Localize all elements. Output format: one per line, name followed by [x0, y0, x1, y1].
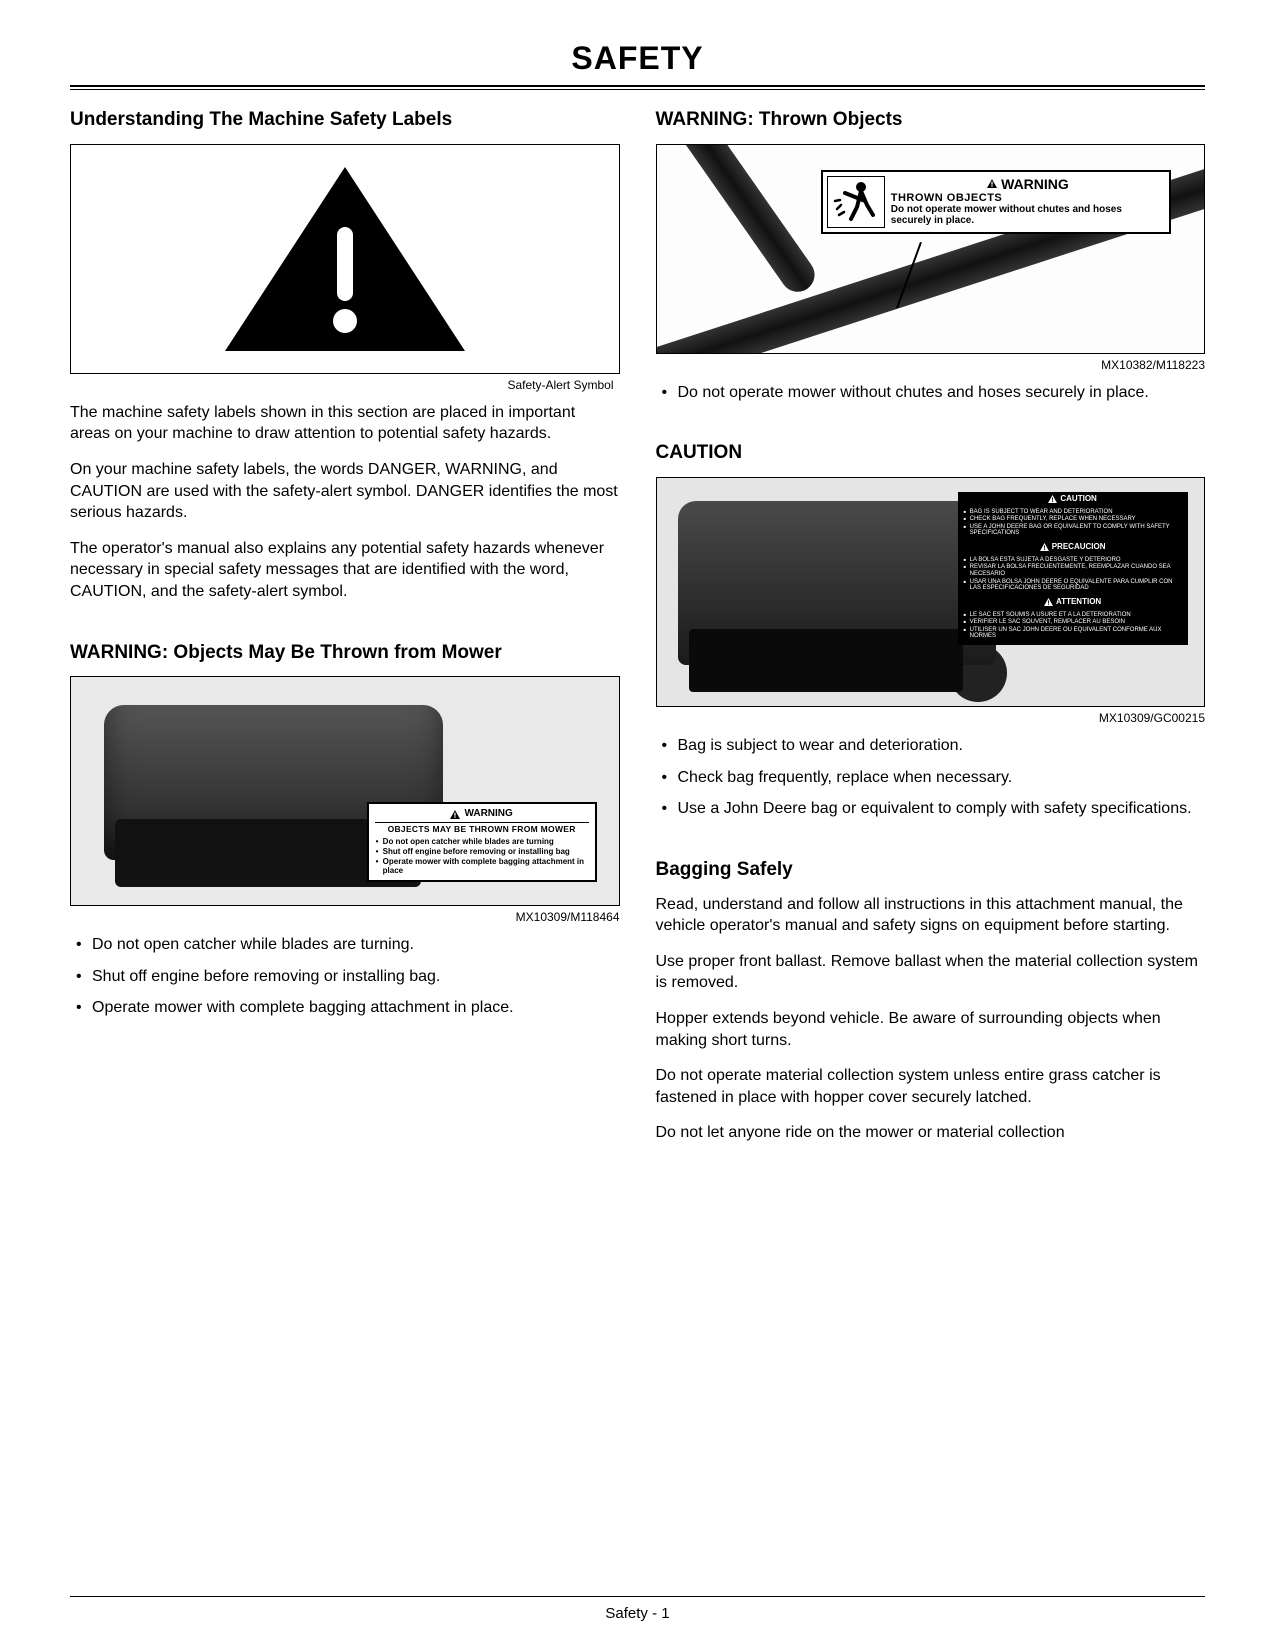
warning-header-3: WARNING	[1001, 176, 1069, 192]
content-columns: Understanding The Machine Safety Labels …	[70, 108, 1205, 1158]
tri-en-2: CHECK BAG FREQUENTLY, REPLACE WHEN NECES…	[964, 516, 1182, 523]
tri-fr-1: LE SAC EST SOUMIS A USURE ET A LA DETERI…	[964, 612, 1182, 619]
figure-caution-bag: CAUTION BAG IS SUBJECT TO WEAR AND DETER…	[656, 477, 1206, 707]
bullet-check-bag: Check bag frequently, replace when neces…	[656, 767, 1206, 789]
caution-hdr-es: PRECAUCION	[1052, 543, 1106, 552]
tri-es-3: USAR UNA BOLSA JOHN DEERE O EQUIVALENTE …	[964, 579, 1182, 592]
caution-triangle-icon	[1048, 495, 1057, 503]
tri-es-2: REVISAR LA BOLSA FRECUENTEMENTE, REEMPLA…	[964, 564, 1182, 577]
bullet-chutes-hoses: Do not operate mower without chutes and …	[656, 382, 1206, 404]
caution-hdr-en: CAUTION	[1060, 495, 1096, 504]
caution-triangle-icon	[1044, 598, 1053, 606]
heading-caution: CAUTION	[656, 441, 1206, 465]
tri-es-1: LA BOLSA ESTA SUJETA A DESGASTE Y DETERI…	[964, 557, 1182, 564]
page-title: SAFETY	[70, 40, 1205, 77]
warning-triangle-icon	[987, 179, 997, 188]
heading-objects-thrown-mower: WARNING: Objects May Be Thrown from Mowe…	[70, 641, 620, 665]
person-struck-icon	[831, 179, 881, 225]
page-footer: Safety - 1	[70, 1596, 1205, 1622]
figure-thrown-objects: WARNING THROWN OBJECTS Do not operate mo…	[656, 144, 1206, 354]
warning-triangle-icon	[450, 810, 460, 819]
figure-safety-alert-symbol	[70, 144, 620, 374]
warning-label-thrown-objects: WARNING THROWN OBJECTS Do not operate mo…	[821, 170, 1171, 234]
caution-triangle-icon	[1040, 543, 1049, 551]
text-operators-manual: The operator's manual also explains any …	[70, 538, 620, 603]
bullets-caution-bag: Bag is subject to wear and deterioration…	[656, 735, 1206, 820]
bullets-objects-thrown: Do not open catcher while blades are tur…	[70, 934, 620, 1019]
handle-upper	[667, 144, 820, 299]
text-grass-catcher-fastened: Do not operate material collection syste…	[656, 1065, 1206, 1108]
text-labels-intro: The machine safety labels shown in this …	[70, 402, 620, 445]
bagger-skirt-2	[689, 629, 963, 693]
label-bullet-1: Do not open catcher while blades are tur…	[375, 837, 589, 846]
right-column: WARNING: Thrown Objects WARNING	[656, 108, 1206, 1158]
caption-safety-alert: Safety-Alert Symbol	[70, 378, 620, 392]
bullets-thrown-objects: Do not operate mower without chutes and …	[656, 382, 1206, 404]
warning-label-objects-thrown: WARNING OBJECTS MAY BE THROWN FROM MOWER…	[367, 802, 597, 882]
warning-title-text: OBJECTS MAY BE THROWN FROM MOWER	[375, 825, 589, 835]
warning-title-3: THROWN OBJECTS	[891, 192, 1165, 204]
footer-rule	[70, 1596, 1205, 1597]
figure-objects-thrown: WARNING OBJECTS MAY BE THROWN FROM MOWER…	[70, 676, 620, 906]
text-danger-warning-caution: On your machine safety labels, the words…	[70, 459, 620, 524]
caption-thrown-objects: MX10382/M118223	[656, 358, 1206, 372]
caption-objects-thrown: MX10309/M118464	[70, 910, 620, 924]
tri-en-3: USE A JOHN DEERE BAG OR EQUIVALENT TO CO…	[964, 524, 1182, 537]
text-read-instructions: Read, understand and follow all instruct…	[656, 894, 1206, 937]
thrown-objects-pictogram	[827, 176, 885, 228]
text-hopper-extends: Hopper extends beyond vehicle. Be aware …	[656, 1008, 1206, 1051]
trilingual-caution-label: CAUTION BAG IS SUBJECT TO WEAR AND DETER…	[958, 492, 1188, 645]
heading-thrown-objects: WARNING: Thrown Objects	[656, 108, 1206, 132]
heading-understanding-labels: Understanding The Machine Safety Labels	[70, 108, 620, 132]
text-front-ballast: Use proper front ballast. Remove ballast…	[656, 951, 1206, 994]
footer-page-number: Safety - 1	[70, 1605, 1205, 1622]
caution-hdr-fr: ATTENTION	[1056, 598, 1101, 607]
bullet-catcher-blades: Do not open catcher while blades are tur…	[70, 934, 620, 956]
heading-bagging-safely: Bagging Safely	[656, 858, 1206, 882]
label-bullet-2: Shut off engine before removing or insta…	[375, 847, 589, 856]
tri-en-1: BAG IS SUBJECT TO WEAR AND DETERIORATION	[964, 509, 1182, 516]
warning-header-text: WARNING	[464, 808, 512, 820]
bullet-shut-off-engine: Shut off engine before removing or insta…	[70, 966, 620, 988]
tri-fr-3: UTILISER UN SAC JOHN DEERE OU EQUIVALENT…	[964, 627, 1182, 640]
caption-caution-bag: MX10309/GC00215	[656, 711, 1206, 725]
warning-body-3: Do not operate mower without chutes and …	[891, 204, 1165, 227]
left-column: Understanding The Machine Safety Labels …	[70, 108, 620, 1158]
bullet-complete-attachment: Operate mower with complete bagging atta…	[70, 997, 620, 1019]
header-rule	[70, 85, 1205, 90]
text-no-riders: Do not let anyone ride on the mower or m…	[656, 1122, 1206, 1144]
bullet-jd-bag: Use a John Deere bag or equivalent to co…	[656, 798, 1206, 820]
label-bullet-3: Operate mower with complete bagging atta…	[375, 857, 589, 875]
bullet-bag-wear: Bag is subject to wear and deterioration…	[656, 735, 1206, 757]
tri-fr-2: VERIFIER LE SAC SOUVENT, REMPLACER AU BE…	[964, 619, 1182, 626]
safety-alert-triangle-icon	[215, 159, 475, 359]
